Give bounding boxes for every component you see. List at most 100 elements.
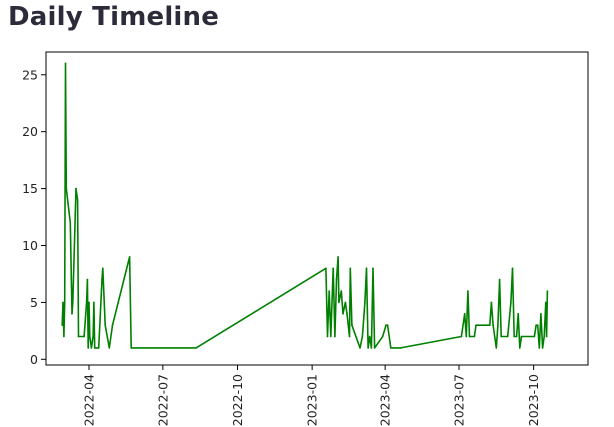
data-point <box>498 278 501 281</box>
data-point <box>104 324 106 327</box>
data-point <box>546 290 549 292</box>
data-point <box>473 335 476 338</box>
series-layer <box>61 62 549 349</box>
data-point <box>489 324 491 327</box>
data-point <box>372 267 374 270</box>
data-point <box>77 335 80 338</box>
data-point <box>326 335 329 338</box>
data-point <box>536 324 539 327</box>
data-point <box>97 347 100 349</box>
data-point <box>72 301 74 304</box>
data-point <box>61 324 63 327</box>
data-point <box>490 301 493 304</box>
data-point <box>332 267 335 270</box>
data-point <box>88 301 90 304</box>
data-point <box>92 335 94 338</box>
data-point <box>328 290 331 292</box>
data-point <box>465 335 468 338</box>
data-point <box>325 267 327 270</box>
data-point <box>349 267 352 270</box>
series-line <box>61 62 549 349</box>
data-point <box>195 347 197 349</box>
data-point <box>541 347 544 349</box>
x-tick-label: 2023-07 <box>451 374 466 426</box>
y-axis: 0 5 10 15 20 25 <box>22 67 46 367</box>
data-point <box>76 199 79 201</box>
y-tick-label: 0 <box>30 352 38 367</box>
data-point <box>101 278 103 281</box>
data-point <box>64 62 67 65</box>
data-point <box>467 290 469 292</box>
data-point <box>399 347 402 349</box>
data-point <box>63 335 65 338</box>
data-point <box>513 335 515 338</box>
plot-frame <box>45 51 589 366</box>
y-tick-label: 25 <box>22 67 38 82</box>
x-tick-label: 2022-07 <box>155 374 170 426</box>
data-point <box>351 324 353 327</box>
data-point <box>90 347 93 349</box>
data-point <box>515 335 518 338</box>
data-point <box>69 221 72 224</box>
data-point <box>500 335 503 338</box>
page-title: Daily Timeline <box>8 2 220 32</box>
data-point <box>364 301 366 304</box>
data-point <box>359 347 361 349</box>
data-point <box>510 301 512 304</box>
data-point <box>83 335 85 338</box>
data-point <box>540 313 542 315</box>
data-point <box>361 335 364 338</box>
data-point <box>93 347 96 349</box>
data-point <box>108 347 111 349</box>
data-point <box>89 335 91 338</box>
x-tick-label: 2023-01 <box>305 374 320 426</box>
data-point <box>386 324 389 327</box>
data-point <box>65 187 68 190</box>
data-point <box>495 347 498 349</box>
data-point <box>373 347 376 349</box>
data-point <box>519 347 521 349</box>
data-point <box>511 267 514 270</box>
y-tick-label: 5 <box>30 295 38 310</box>
data-point <box>102 267 104 270</box>
data-point <box>535 324 537 327</box>
data-point <box>370 347 373 349</box>
x-tick-label: 2023-10 <box>526 374 541 426</box>
y-tick-label: 10 <box>22 238 38 253</box>
data-point <box>71 313 73 315</box>
data-point <box>468 335 471 338</box>
data-point <box>340 290 343 292</box>
data-point <box>385 324 387 327</box>
data-point <box>517 313 519 315</box>
data-point <box>492 324 494 327</box>
x-axis: 2022-04 2022-07 2022-10 2023-01 2023-04 2023-… <box>82 365 541 426</box>
data-point <box>85 301 88 304</box>
data-point <box>533 335 536 338</box>
data-point <box>365 267 368 270</box>
data-point <box>543 335 545 338</box>
x-tick-label: 2022-04 <box>82 374 97 426</box>
data-point <box>63 301 66 304</box>
data-point <box>460 335 463 338</box>
data-point <box>367 347 369 349</box>
data-point <box>475 324 477 327</box>
data-point <box>346 313 348 315</box>
data-point <box>381 335 384 338</box>
data-point <box>93 301 95 304</box>
x-tick-label: 2023-04 <box>378 374 393 426</box>
data-point <box>463 313 466 315</box>
data-point <box>330 335 332 338</box>
data-point <box>128 256 131 258</box>
data-point <box>348 335 351 338</box>
data-point <box>545 301 547 304</box>
data-point <box>334 335 336 338</box>
data-point <box>368 335 371 338</box>
data-point <box>497 324 499 327</box>
data-point <box>75 187 77 190</box>
x-tick-label: 2022-10 <box>230 374 245 426</box>
data-point <box>111 324 114 327</box>
data-point <box>87 347 89 349</box>
data-point <box>337 256 339 258</box>
y-tick-label: 15 <box>22 181 38 196</box>
